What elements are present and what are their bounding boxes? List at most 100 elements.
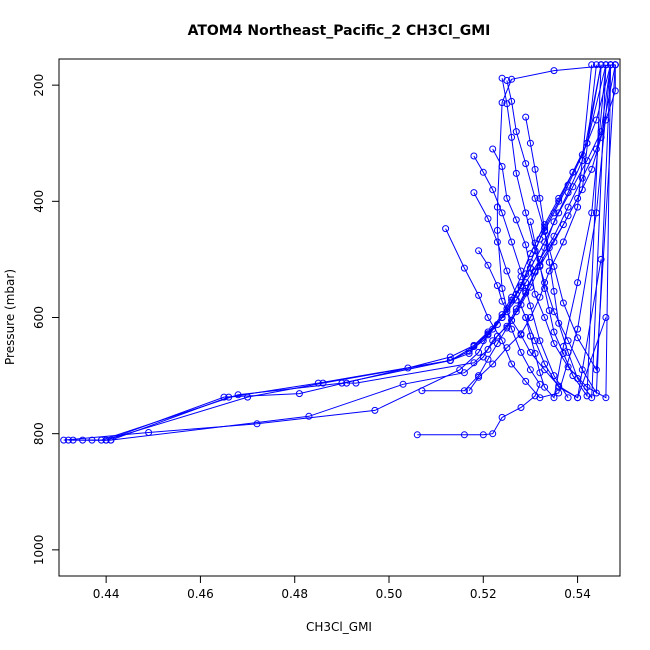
series-line bbox=[478, 250, 602, 399]
data-point bbox=[597, 61, 605, 69]
data-point bbox=[550, 262, 558, 270]
data-point bbox=[489, 145, 497, 153]
data-point bbox=[446, 357, 454, 364]
data-point bbox=[564, 348, 572, 356]
data-point bbox=[588, 209, 596, 217]
data-point bbox=[503, 77, 511, 84]
data-point bbox=[97, 436, 105, 444]
data-point bbox=[508, 75, 516, 83]
data-point bbox=[574, 203, 582, 211]
series-line bbox=[529, 64, 602, 398]
data-point bbox=[498, 163, 506, 170]
data-point bbox=[305, 412, 313, 420]
data-point bbox=[574, 194, 582, 202]
profile-series bbox=[343, 61, 600, 387]
data-point bbox=[550, 238, 558, 246]
data-point bbox=[592, 389, 600, 397]
data-point bbox=[484, 345, 492, 353]
data-point bbox=[352, 379, 360, 387]
data-point bbox=[526, 302, 534, 310]
data-point bbox=[413, 431, 421, 439]
chart-title: ATOM4 Northeast_Pacific_2 CH3Cl_GMI bbox=[188, 23, 491, 39]
data-point bbox=[550, 394, 558, 402]
data-point bbox=[522, 160, 530, 168]
data-point bbox=[526, 366, 534, 374]
profile-series bbox=[522, 61, 610, 402]
data-point bbox=[531, 165, 539, 173]
data-point bbox=[602, 314, 610, 321]
data-point bbox=[611, 61, 619, 69]
data-point bbox=[531, 247, 539, 255]
data-point bbox=[484, 330, 492, 338]
x-axis: 0.44 0.46 0.48 0.50 0.52 0.54 bbox=[93, 576, 591, 601]
data-point bbox=[484, 261, 492, 269]
data-point bbox=[564, 203, 572, 211]
series-line bbox=[346, 64, 597, 384]
data-point bbox=[545, 258, 553, 266]
data-point bbox=[569, 168, 577, 176]
data-point bbox=[489, 186, 497, 194]
data-point bbox=[541, 314, 549, 321]
data-point bbox=[583, 392, 591, 400]
data-point bbox=[611, 87, 619, 95]
data-point bbox=[508, 238, 516, 246]
data-point bbox=[512, 128, 520, 136]
data-point bbox=[541, 383, 549, 391]
data-point bbox=[536, 261, 544, 269]
series-line bbox=[473, 155, 569, 398]
data-point bbox=[475, 373, 483, 381]
profile-series bbox=[470, 152, 572, 402]
data-point bbox=[512, 290, 520, 298]
data-point bbox=[536, 394, 544, 402]
profile-series bbox=[522, 61, 610, 402]
data-point bbox=[555, 197, 563, 205]
data-point bbox=[508, 97, 516, 105]
data-point bbox=[60, 436, 68, 444]
series-line bbox=[445, 64, 612, 399]
data-point bbox=[559, 299, 567, 307]
data-point bbox=[559, 238, 567, 246]
data-point bbox=[526, 348, 534, 356]
data-point bbox=[503, 194, 511, 202]
data-point bbox=[493, 226, 501, 234]
data-point bbox=[512, 169, 520, 177]
data-point bbox=[460, 387, 468, 395]
data-point bbox=[102, 436, 110, 444]
y-axis-label: Pressure (mbar) bbox=[3, 269, 17, 365]
data-point bbox=[564, 394, 572, 402]
data-point bbox=[531, 268, 539, 276]
data-point bbox=[418, 387, 426, 395]
data-point bbox=[508, 133, 516, 141]
data-point bbox=[479, 431, 487, 439]
data-point bbox=[522, 377, 530, 385]
series-line bbox=[417, 64, 616, 436]
data-point bbox=[517, 404, 525, 411]
data-point bbox=[493, 238, 501, 246]
data-point bbox=[550, 328, 558, 336]
x-tick-label: 0.54 bbox=[564, 587, 591, 601]
data-point bbox=[512, 216, 520, 224]
data-point bbox=[592, 366, 600, 374]
data-point bbox=[503, 344, 511, 352]
data-point bbox=[526, 218, 534, 226]
data-point bbox=[470, 152, 478, 160]
data-point bbox=[578, 174, 586, 182]
data-point bbox=[602, 394, 610, 402]
series-line bbox=[92, 64, 607, 441]
data-point bbox=[484, 355, 492, 363]
data-point bbox=[574, 334, 582, 342]
data-point bbox=[460, 431, 468, 439]
data-point bbox=[526, 264, 534, 272]
data-point bbox=[484, 314, 492, 321]
data-point bbox=[460, 264, 468, 272]
profile-series bbox=[88, 61, 610, 444]
data-point bbox=[489, 430, 497, 438]
series-line bbox=[468, 64, 593, 391]
data-point bbox=[498, 413, 506, 421]
y-axis: 200 400 600 800 1000 bbox=[32, 74, 59, 565]
data-point bbox=[343, 379, 351, 387]
data-point bbox=[569, 372, 577, 380]
data-point bbox=[536, 337, 544, 345]
data-point bbox=[512, 308, 520, 316]
